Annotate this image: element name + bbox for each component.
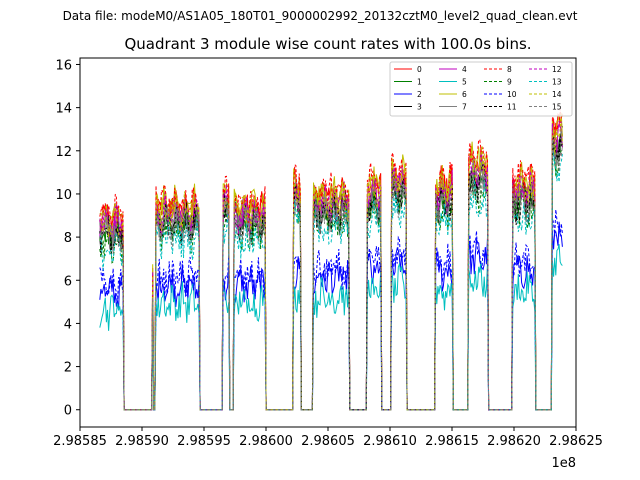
y-tick-label: 2 bbox=[64, 361, 72, 376]
x-tick-label: 2.98625 bbox=[549, 434, 603, 449]
legend-label-12: 12 bbox=[552, 65, 562, 74]
legend-label-4: 4 bbox=[462, 65, 467, 74]
legend-label-9: 9 bbox=[507, 78, 512, 87]
series-line-5 bbox=[99, 244, 563, 411]
legend-label-3: 3 bbox=[417, 103, 422, 112]
x-tick-label: 2.98615 bbox=[425, 434, 479, 449]
legend-label-2: 2 bbox=[417, 90, 422, 99]
x-tick-label: 2.98595 bbox=[177, 434, 231, 449]
legend-label-6: 6 bbox=[462, 90, 467, 99]
legend-label-10: 10 bbox=[507, 90, 517, 99]
series-line-13 bbox=[99, 151, 563, 411]
y-tick-label: 16 bbox=[55, 58, 72, 73]
x-tick-label: 2.98590 bbox=[115, 434, 169, 449]
x-tick-label: 2.98610 bbox=[363, 434, 417, 449]
y-tick-label: 4 bbox=[64, 317, 72, 332]
y-tick-label: 0 bbox=[64, 404, 72, 419]
legend-label-5: 5 bbox=[462, 78, 467, 87]
legend-label-8: 8 bbox=[507, 65, 512, 74]
y-tick-label: 12 bbox=[55, 145, 72, 160]
x-axis: 2.98585 2.98590 2.98595 2.98600 2.98605 2.986… bbox=[53, 427, 603, 449]
legend-label-13: 13 bbox=[552, 78, 562, 87]
series-line-15 bbox=[99, 139, 563, 411]
legend-label-7: 7 bbox=[462, 103, 467, 112]
y-tick-label: 14 bbox=[55, 102, 72, 117]
x-tick-label: 2.98600 bbox=[239, 434, 293, 449]
y-axis: 0 2 4 6 8 10 12 14 16 bbox=[55, 58, 80, 419]
x-offset-label: 1e8 bbox=[551, 456, 576, 471]
legend-label-0: 0 bbox=[417, 65, 422, 74]
legend-box bbox=[389, 61, 573, 117]
series-lines bbox=[99, 108, 563, 411]
legend-label-14: 14 bbox=[552, 90, 562, 99]
legend-label-11: 11 bbox=[507, 103, 517, 112]
legend-label-1: 1 bbox=[417, 78, 422, 87]
chart-suptitle: Data file: modeM0/AS1A05_180T01_90000029… bbox=[63, 9, 578, 23]
chart-title: Quadrant 3 module wise count rates with … bbox=[124, 35, 531, 53]
series-line-8 bbox=[99, 108, 563, 411]
y-tick-label: 6 bbox=[64, 274, 72, 289]
series-line-10 bbox=[99, 209, 563, 411]
legend-label-15: 15 bbox=[552, 103, 562, 112]
x-tick-label: 2.98620 bbox=[487, 434, 541, 449]
y-tick-label: 10 bbox=[55, 188, 72, 203]
series-line-14 bbox=[99, 112, 563, 411]
series-line-2 bbox=[99, 221, 563, 411]
x-tick-label: 2.98605 bbox=[301, 434, 355, 449]
x-tick-label: 2.98585 bbox=[53, 434, 107, 449]
y-tick-label: 8 bbox=[64, 231, 72, 246]
